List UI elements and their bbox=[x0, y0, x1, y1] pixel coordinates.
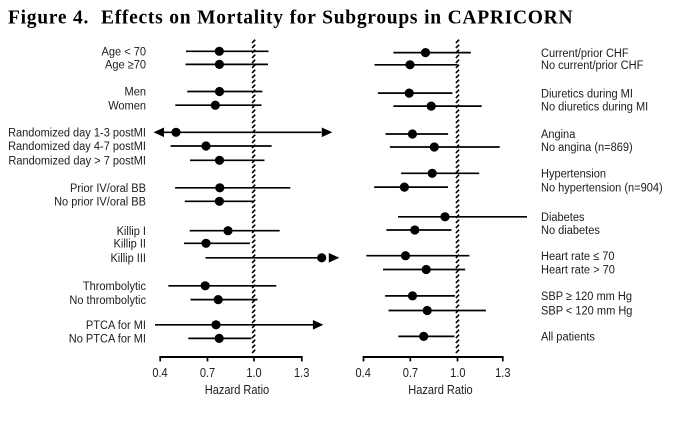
svg-text:Prior IV/oral BB: Prior IV/oral BB bbox=[70, 183, 146, 195]
svg-text:PTCA for MI: PTCA for MI bbox=[86, 320, 146, 332]
svg-text:Heart rate ≤ 70: Heart rate ≤ 70 bbox=[541, 251, 614, 263]
svg-text:Killip I: Killip I bbox=[117, 226, 146, 238]
svg-text:Killip III: Killip III bbox=[110, 253, 146, 265]
svg-text:No angina (n=869): No angina (n=869) bbox=[541, 142, 633, 154]
svg-text:All patients: All patients bbox=[541, 331, 595, 343]
svg-text:1.3: 1.3 bbox=[495, 365, 511, 380]
svg-text:Randomized day > 7 postMI: Randomized day > 7 postMI bbox=[8, 155, 146, 167]
svg-text:SBP ≥ 120 mm Hg: SBP ≥ 120 mm Hg bbox=[541, 291, 632, 303]
svg-text:No current/prior CHF: No current/prior CHF bbox=[541, 60, 643, 72]
svg-text:Figure 4. Effects on Mortality: Figure 4. Effects on Mortality for Subgr… bbox=[8, 7, 573, 28]
svg-text:SBP < 120 mm Hg: SBP < 120 mm Hg bbox=[541, 305, 632, 317]
svg-text:Randomized day 1-3 postMI: Randomized day 1-3 postMI bbox=[8, 127, 146, 139]
svg-text:No diuretics during MI: No diuretics during MI bbox=[541, 101, 648, 113]
svg-text:No thrombolytic: No thrombolytic bbox=[69, 294, 146, 306]
svg-text:1.0: 1.0 bbox=[246, 365, 262, 380]
svg-text:Age ≥70: Age ≥70 bbox=[105, 59, 146, 71]
svg-text:Heart rate > 70: Heart rate > 70 bbox=[541, 264, 615, 276]
svg-text:0.7: 0.7 bbox=[403, 365, 419, 380]
svg-text:0.7: 0.7 bbox=[200, 365, 216, 380]
svg-text:Thrombolytic: Thrombolytic bbox=[83, 281, 146, 293]
svg-text:Angina: Angina bbox=[541, 129, 576, 141]
svg-text:1.3: 1.3 bbox=[294, 365, 310, 380]
svg-text:Diabetes: Diabetes bbox=[541, 212, 585, 224]
svg-text:1.0: 1.0 bbox=[450, 365, 466, 380]
svg-text:Diuretics during MI: Diuretics during MI bbox=[541, 88, 633, 100]
svg-text:No prior IV/oral BB: No prior IV/oral BB bbox=[54, 196, 146, 208]
svg-text:Randomized day 4-7 postMI: Randomized day 4-7 postMI bbox=[8, 141, 146, 153]
svg-text:No PTCA for MI: No PTCA for MI bbox=[69, 333, 146, 345]
svg-text:Current/prior CHF: Current/prior CHF bbox=[541, 47, 629, 59]
svg-text:No hypertension (n=904): No hypertension (n=904) bbox=[541, 182, 663, 194]
svg-text:Hazard Ratio: Hazard Ratio bbox=[205, 382, 270, 397]
svg-text:Women: Women bbox=[108, 100, 146, 112]
svg-text:Hazard Ratio: Hazard Ratio bbox=[408, 382, 473, 397]
svg-text:Age < 70: Age < 70 bbox=[102, 46, 146, 58]
svg-text:0.4: 0.4 bbox=[356, 365, 372, 380]
svg-text:No diabetes: No diabetes bbox=[541, 225, 600, 237]
svg-text:Men: Men bbox=[125, 86, 146, 98]
svg-text:Hypertension: Hypertension bbox=[541, 168, 606, 180]
svg-text:0.4: 0.4 bbox=[152, 365, 168, 380]
svg-text:Killip II: Killip II bbox=[114, 238, 146, 250]
